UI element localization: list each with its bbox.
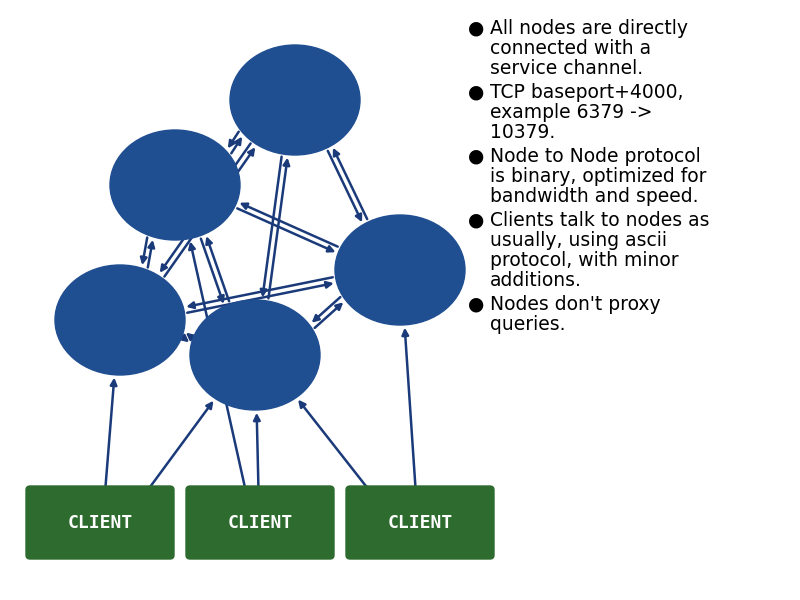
Ellipse shape xyxy=(335,215,465,325)
Text: ●: ● xyxy=(468,295,484,313)
Text: additions.: additions. xyxy=(490,271,582,289)
Text: CLIENT: CLIENT xyxy=(227,514,293,532)
Ellipse shape xyxy=(110,130,240,240)
Text: TCP baseport+4000,: TCP baseport+4000, xyxy=(490,82,683,101)
Ellipse shape xyxy=(190,300,320,410)
Text: ●: ● xyxy=(468,211,484,229)
Text: ●: ● xyxy=(468,146,484,166)
Text: queries.: queries. xyxy=(490,314,566,334)
FancyBboxPatch shape xyxy=(26,486,174,559)
Text: service channel.: service channel. xyxy=(490,58,643,77)
Text: 10379.: 10379. xyxy=(490,122,555,142)
Text: protocol, with minor: protocol, with minor xyxy=(490,251,678,269)
Text: CLIENT: CLIENT xyxy=(387,514,453,532)
Ellipse shape xyxy=(230,45,360,155)
Ellipse shape xyxy=(55,265,185,375)
Text: is binary, optimized for: is binary, optimized for xyxy=(490,166,706,185)
FancyBboxPatch shape xyxy=(186,486,334,559)
Text: Clients talk to nodes as: Clients talk to nodes as xyxy=(490,211,710,229)
FancyBboxPatch shape xyxy=(346,486,494,559)
Text: Node to Node protocol: Node to Node protocol xyxy=(490,146,701,166)
Text: bandwidth and speed.: bandwidth and speed. xyxy=(490,187,698,205)
Text: CLIENT: CLIENT xyxy=(67,514,133,532)
Text: ●: ● xyxy=(468,82,484,101)
Text: usually, using ascii: usually, using ascii xyxy=(490,230,667,250)
Text: ●: ● xyxy=(468,19,484,37)
Text: Nodes don't proxy: Nodes don't proxy xyxy=(490,295,661,313)
Text: connected with a: connected with a xyxy=(490,38,651,58)
Text: All nodes are directly: All nodes are directly xyxy=(490,19,688,37)
Text: example 6379 ->: example 6379 -> xyxy=(490,103,653,121)
